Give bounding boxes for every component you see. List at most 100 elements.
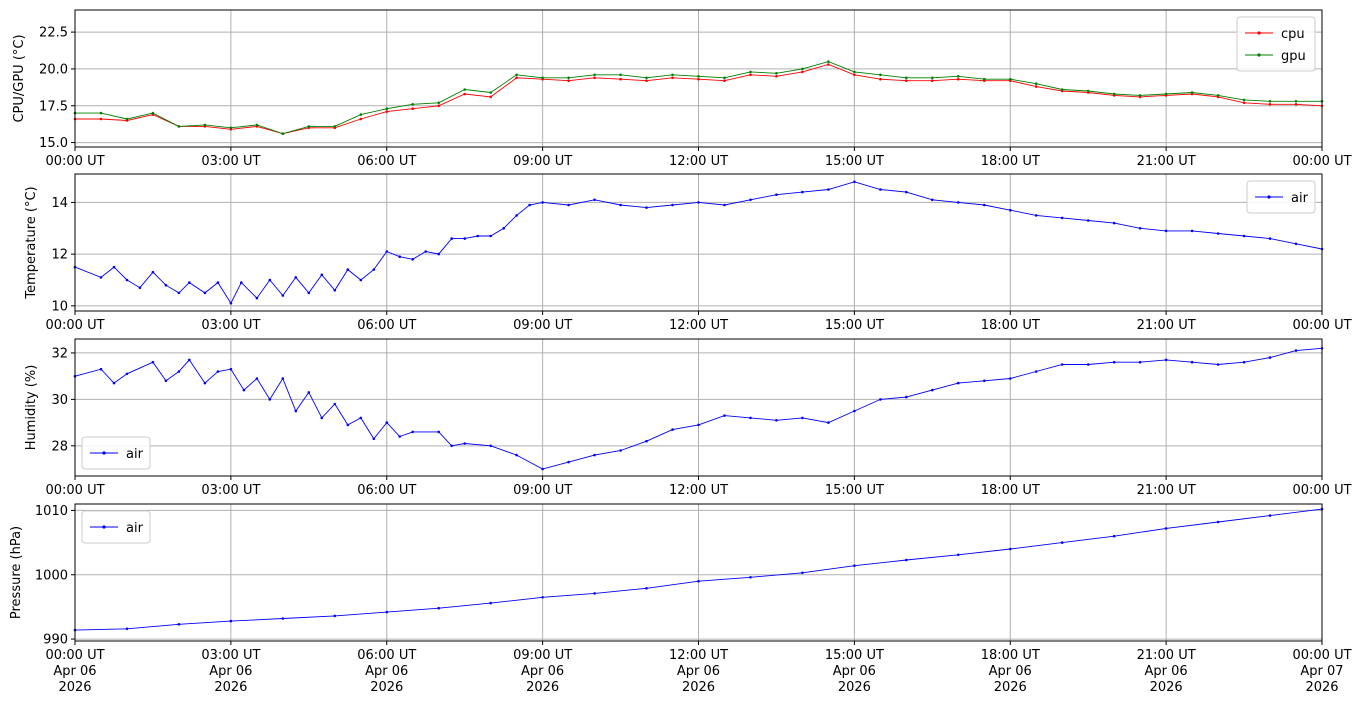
x-tick-label: 15:00 UT bbox=[825, 318, 884, 333]
data-point-gpu bbox=[203, 123, 207, 127]
data-point-air bbox=[437, 430, 441, 434]
data-point-cpu bbox=[437, 104, 441, 108]
data-point-gpu bbox=[229, 126, 233, 130]
data-point-air bbox=[359, 416, 363, 420]
data-point-air bbox=[307, 391, 311, 394]
data-point-air bbox=[515, 214, 518, 217]
data-point-air bbox=[1190, 360, 1194, 364]
data-point-air bbox=[151, 270, 155, 274]
data-point-air bbox=[827, 421, 830, 424]
data-point-cpu bbox=[619, 77, 622, 81]
data-point-air bbox=[1268, 356, 1272, 359]
chart-panel-1: 00:00 UT 03:00 UT 06:00 UT 09:00 UT 12:00 UT… bbox=[12, 9, 1352, 169]
data-point-air bbox=[931, 388, 934, 392]
legend-marker-air bbox=[102, 451, 106, 455]
data-point-air bbox=[1060, 541, 1064, 544]
data-point-gpu bbox=[307, 125, 311, 128]
data-point-air bbox=[853, 564, 856, 567]
data-point-air bbox=[125, 278, 129, 282]
legend: air bbox=[81, 436, 151, 470]
y-axis-label: Pressure (hPa) bbox=[9, 526, 24, 619]
data-point-air bbox=[307, 291, 311, 295]
data-point-gpu bbox=[1242, 98, 1246, 102]
data-point-air bbox=[281, 617, 285, 620]
data-point-air bbox=[1009, 547, 1012, 551]
data-point-gpu bbox=[775, 72, 778, 75]
data-point-air bbox=[411, 258, 415, 261]
x-tick-label: 00:00 UT Apr 07 2026 bbox=[1292, 648, 1351, 695]
data-point-cpu bbox=[697, 77, 700, 81]
data-point-gpu bbox=[1294, 100, 1298, 103]
data-point-air bbox=[372, 268, 376, 271]
data-point-gpu bbox=[1190, 91, 1194, 94]
data-point-air bbox=[502, 227, 506, 230]
data-point-air bbox=[333, 402, 337, 406]
data-point-air bbox=[1268, 514, 1272, 517]
data-point-cpu bbox=[645, 79, 648, 82]
data-point-cpu bbox=[905, 79, 908, 82]
data-point-cpu bbox=[1034, 85, 1038, 88]
data-point-air bbox=[1216, 232, 1220, 235]
data-point-air bbox=[346, 423, 350, 427]
data-point-gpu bbox=[411, 103, 415, 106]
data-point-air bbox=[1242, 234, 1246, 238]
data-point-cpu bbox=[567, 79, 570, 82]
data-point-air bbox=[164, 283, 168, 287]
data-point-air bbox=[801, 416, 804, 420]
y-tick-label: 30 bbox=[51, 393, 68, 408]
data-point-air bbox=[112, 265, 116, 269]
data-point-gpu bbox=[1009, 77, 1012, 81]
legend-marker-gpu bbox=[1257, 53, 1261, 57]
data-point-air bbox=[177, 370, 181, 373]
x-tick-label: 00:00 UT bbox=[1292, 154, 1351, 169]
x-tick-label: 18:00 UT bbox=[981, 483, 1040, 498]
data-point-gpu bbox=[619, 73, 622, 77]
data-point-air bbox=[645, 206, 648, 209]
data-point-gpu bbox=[1164, 92, 1168, 96]
data-point-air bbox=[723, 203, 726, 207]
data-point-air bbox=[188, 281, 191, 284]
data-point-air bbox=[1009, 208, 1012, 212]
y-tick-label: 12 bbox=[51, 248, 68, 263]
data-point-air bbox=[619, 203, 622, 207]
data-point-air bbox=[255, 296, 259, 300]
data-point-air bbox=[775, 193, 778, 196]
x-tick-label: 03:00 UT bbox=[201, 483, 260, 498]
data-point-air bbox=[528, 203, 531, 207]
data-point-air bbox=[255, 377, 259, 380]
data-point-air bbox=[125, 627, 129, 631]
data-point-gpu bbox=[645, 76, 648, 80]
y-tick-label: 14 bbox=[51, 196, 68, 211]
data-point-cpu bbox=[99, 117, 103, 121]
data-point-gpu bbox=[333, 125, 337, 128]
data-point-cpu bbox=[489, 95, 493, 99]
data-point-air bbox=[320, 416, 324, 420]
data-point-air bbox=[294, 409, 298, 413]
x-tick-label: 09:00 UT Apr 06 2026 bbox=[513, 648, 572, 695]
y-tick-label: 1010 bbox=[35, 504, 68, 519]
data-point-air bbox=[242, 388, 246, 392]
data-point-gpu bbox=[151, 111, 155, 115]
y-tick-label: 22.5 bbox=[39, 26, 68, 41]
data-point-air bbox=[723, 414, 726, 417]
data-point-cpu bbox=[879, 77, 882, 81]
legend-entry-air: air bbox=[126, 521, 144, 536]
x-tick-label: 00:00 UT bbox=[45, 154, 104, 169]
data-point-gpu bbox=[593, 73, 596, 77]
data-point-cpu bbox=[1294, 103, 1298, 106]
data-point-air bbox=[619, 449, 622, 452]
data-point-air bbox=[359, 278, 363, 282]
data-point-air bbox=[437, 252, 441, 256]
data-point-gpu bbox=[463, 88, 467, 91]
data-point-air bbox=[931, 198, 934, 202]
data-point-gpu bbox=[125, 117, 129, 121]
data-point-air bbox=[567, 203, 570, 207]
data-point-air bbox=[229, 619, 233, 623]
data-point-air bbox=[801, 190, 804, 194]
data-point-gpu bbox=[515, 73, 518, 77]
data-point-air bbox=[188, 358, 191, 362]
data-point-gpu bbox=[1268, 100, 1272, 103]
data-point-air bbox=[983, 379, 986, 383]
y-axis-label: Humidity (%) bbox=[24, 365, 39, 451]
data-point-air bbox=[827, 188, 830, 191]
